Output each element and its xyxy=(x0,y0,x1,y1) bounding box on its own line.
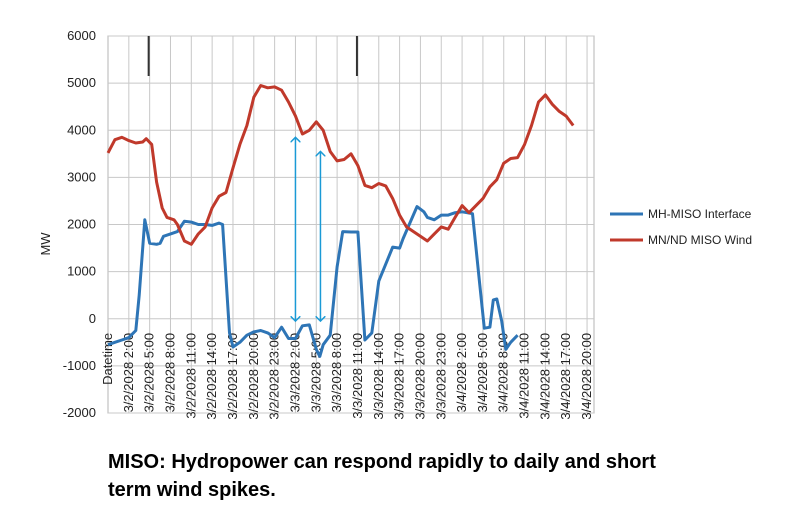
annotation-layer xyxy=(295,137,320,321)
chart: 6000 5000 4000 3000 2000 1000 0 -1000 -2000 Date… xyxy=(38,28,752,420)
y-tick-label: 1000 xyxy=(67,264,96,279)
y-tick-label: -2000 xyxy=(63,405,96,420)
grid xyxy=(107,35,595,414)
x-tick-label: 3/3/2028 2:00 xyxy=(287,333,302,413)
legend: MH-MISO Interface MN/ND MISO Wind xyxy=(610,207,752,247)
y-tick-label: 3000 xyxy=(67,169,96,184)
x-tick-label: 3/2/2028 17:00 xyxy=(225,333,240,420)
x-tick-label: 3/3/2028 11:00 xyxy=(350,333,365,419)
y-tick-label: 4000 xyxy=(67,122,96,137)
x-tick-label: 3/4/2028 20:00 xyxy=(579,333,594,420)
x-tick-label: 3/2/2028 11:00 xyxy=(183,333,198,419)
y-tick-label: -1000 xyxy=(63,358,96,373)
x-tick-label: 3/4/2028 8:00 xyxy=(496,333,511,413)
x-tick-label: 3/2/2028 14:00 xyxy=(204,333,219,420)
y-tick-label: 6000 xyxy=(67,28,96,43)
x-tick-label: 3/4/2028 17:00 xyxy=(558,333,573,420)
caption: MISO: Hydropower can respond rapidly to … xyxy=(108,451,656,501)
legend-label-wind: MN/ND MISO Wind xyxy=(648,233,752,247)
x-tick-label: 3/3/2028 14:00 xyxy=(371,333,386,420)
x-tick-label: 3/3/2028 8:00 xyxy=(329,333,344,413)
x-tick-label: 3/2/2028 5:00 xyxy=(142,333,157,413)
x-tick-label: 3/2/2028 20:00 xyxy=(246,333,261,420)
x-tick-label: 3/3/2028 17:00 xyxy=(392,333,407,420)
series-layer xyxy=(106,84,575,358)
x-tick-label: 3/3/2028 23:00 xyxy=(433,333,448,420)
x-tick-label: 3/4/2028 14:00 xyxy=(537,333,552,420)
x-tick-label: 3/2/2028 2:00 xyxy=(121,333,136,413)
x-tick-label: 3/4/2028 11:00 xyxy=(517,333,532,419)
x-tick-label: 3/3/2028 20:00 xyxy=(412,333,427,420)
y-axis-label: MW xyxy=(38,232,53,256)
y-tick-label: 2000 xyxy=(67,217,96,232)
x-tick-label: 3/2/2028 8:00 xyxy=(162,333,177,413)
x-tick-label: 3/4/2028 5:00 xyxy=(475,333,490,413)
series-line-mn-nd-miso-wind xyxy=(106,84,575,246)
legend-label-interface: MH-MISO Interface xyxy=(648,207,752,221)
x-tick-label: 3/2/2028 23:00 xyxy=(267,333,282,420)
y-tick-label: 5000 xyxy=(67,75,96,90)
y-tick-label: 0 xyxy=(89,311,96,326)
x-tick-label: 3/4/2028 2:00 xyxy=(454,333,469,413)
x-axis-ticks: Datetime 3/2/2028 2:00 3/2/2028 5:00 3/2/20… xyxy=(100,333,594,420)
x-tick-label: Datetime xyxy=(100,333,115,385)
y-axis-ticks: 6000 5000 4000 3000 2000 1000 0 -1000 -2000 xyxy=(63,28,96,420)
